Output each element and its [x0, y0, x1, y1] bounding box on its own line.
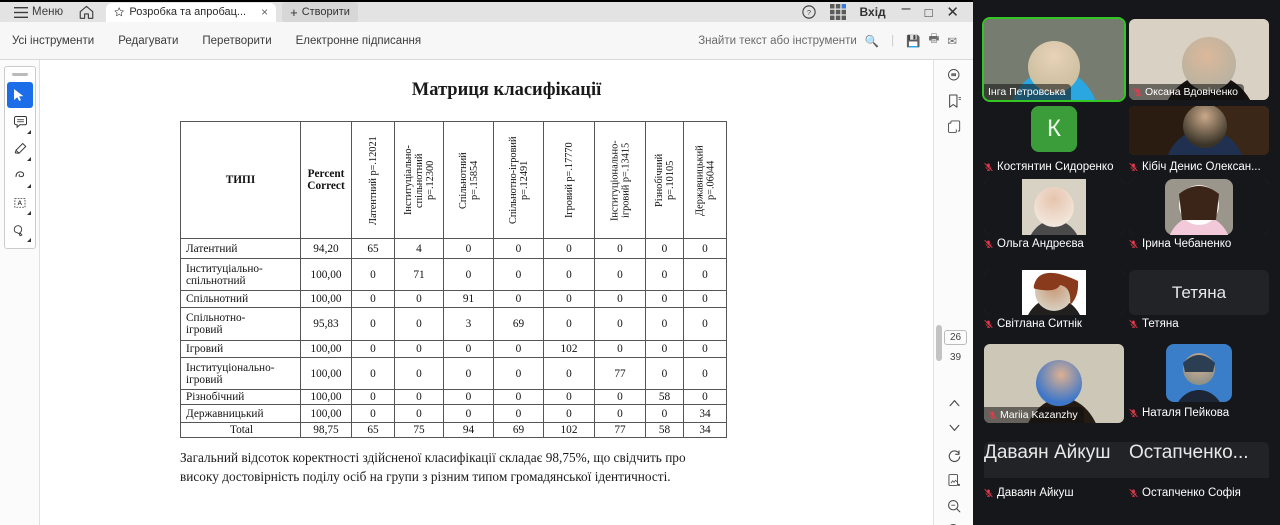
svg-text:?: ? — [806, 8, 810, 17]
svg-text:A: A — [17, 200, 22, 207]
